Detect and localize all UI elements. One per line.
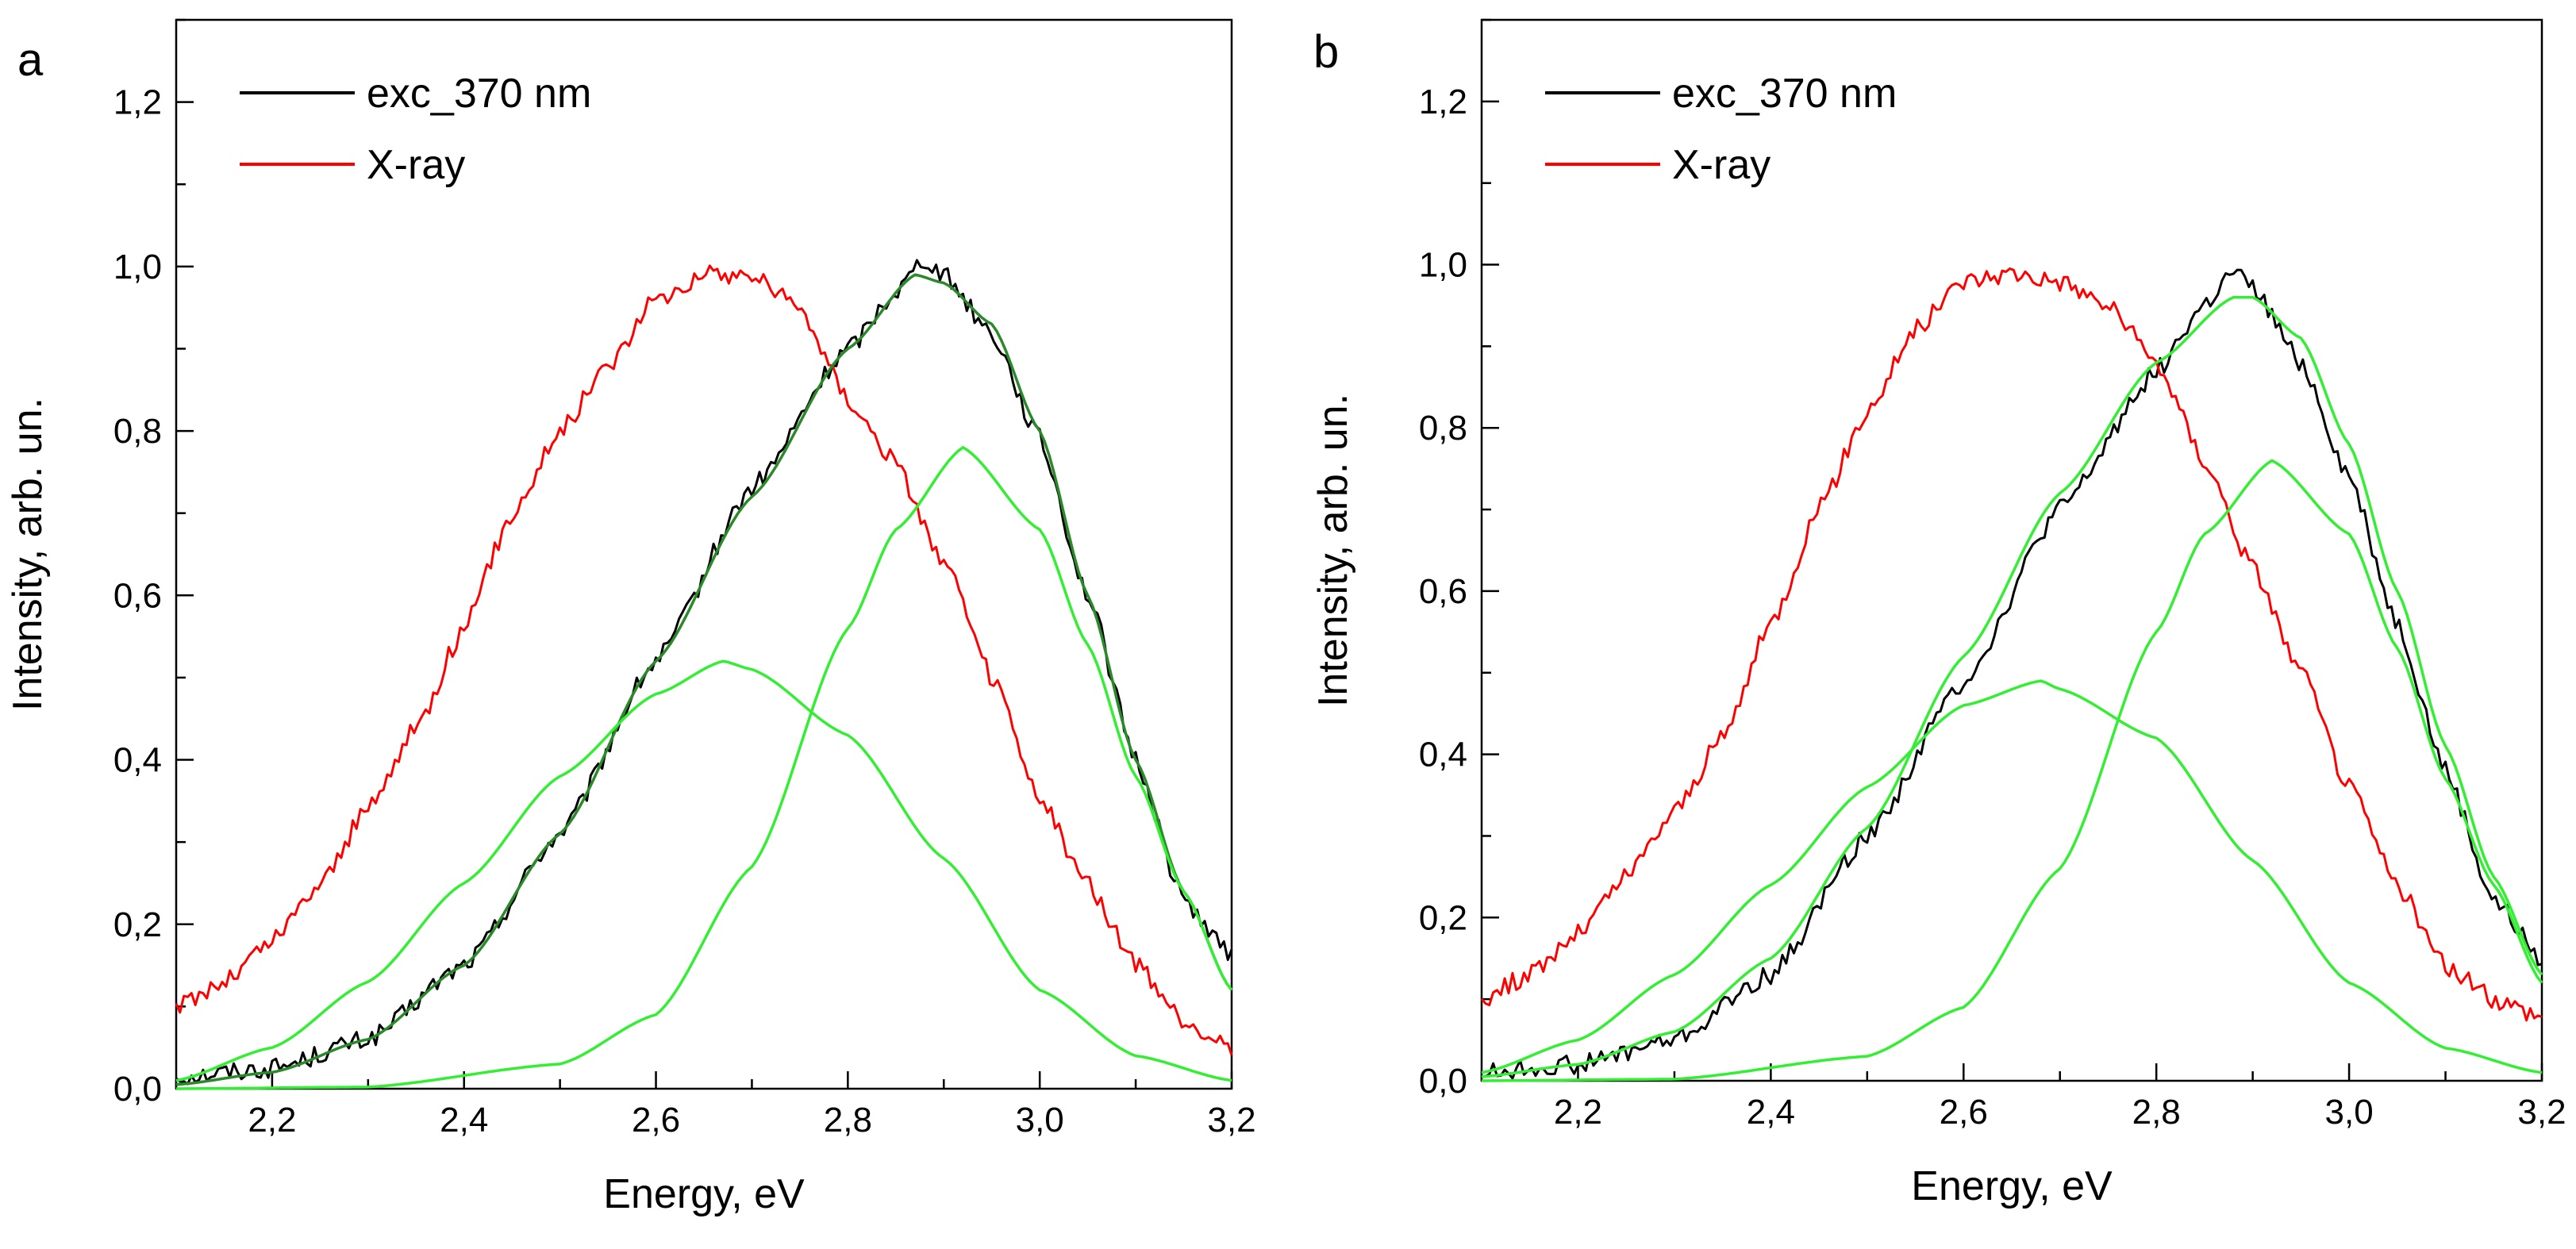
y-tick-label: 0,8 <box>113 412 162 451</box>
x-axis-title: Energy, eV <box>1911 1163 2113 1209</box>
legend-label: exc_370 nm <box>1672 71 1897 117</box>
y-tick-label: 0,8 <box>1419 409 1467 448</box>
x-tick-label: 2,4 <box>1747 1093 1795 1132</box>
series-line-gauss-2 <box>176 446 1233 1090</box>
y-tick-label: 0,6 <box>113 576 162 615</box>
x-tick-label: 2,6 <box>1940 1093 1988 1132</box>
y-axis-title: Intensity, arb. un. <box>5 398 51 711</box>
panel-letter: b <box>1313 26 1339 78</box>
y-tick-label: 1,2 <box>113 83 162 122</box>
series-line-x-ray <box>1480 267 2543 1022</box>
x-tick-label: 2,2 <box>248 1101 296 1139</box>
legend-label: X-ray <box>1672 142 1771 188</box>
x-tick-label: 2,4 <box>440 1101 488 1139</box>
x-tick-label: 3,2 <box>2517 1093 2566 1132</box>
x-tick-label: 2,8 <box>2132 1093 2181 1132</box>
series-line-exc-370-nm <box>1481 268 2543 1080</box>
y-tick-label: 0,0 <box>113 1070 162 1109</box>
y-tick-label: 0,2 <box>113 905 162 944</box>
x-axis-title: Energy, eV <box>603 1171 805 1217</box>
y-tick-label: 0,2 <box>1419 898 1467 937</box>
y-tick-label: 0,0 <box>1419 1062 1467 1101</box>
series-line-x-ray <box>175 264 1233 1056</box>
x-tick-label: 2,8 <box>824 1101 872 1139</box>
y-tick-label: 0,4 <box>113 741 162 780</box>
series-line-gauss-1 <box>1481 679 2543 1074</box>
plot-frame <box>1480 18 2543 1082</box>
y-axis-title: Intensity, arb. un. <box>1310 394 1356 707</box>
x-tick-label: 3,0 <box>1016 1101 1064 1139</box>
legend-label: exc_370 nm <box>367 71 591 117</box>
x-tick-label: 2,2 <box>1554 1093 1602 1132</box>
y-tick-label: 1,0 <box>113 248 162 286</box>
series-line-fit-sum <box>1481 295 2543 1078</box>
panel-letter: a <box>17 34 44 86</box>
legend-label: X-ray <box>367 142 465 188</box>
x-tick-label: 3,0 <box>2325 1093 2374 1132</box>
y-tick-label: 1,0 <box>1419 246 1467 285</box>
x-tick-label: 2,6 <box>632 1101 680 1139</box>
x-tick-label: 3,2 <box>1207 1101 1255 1139</box>
series-line-fit-sum <box>175 273 1233 1086</box>
plot-frame <box>175 18 1233 1090</box>
y-tick-label: 0,6 <box>1419 572 1467 611</box>
y-tick-label: 1,2 <box>1419 83 1467 121</box>
y-tick-label: 0,4 <box>1419 736 1467 774</box>
series-line-gauss-1 <box>175 659 1232 1082</box>
chart-panel-b: b 2,2 2,4 2,6 2,8 3,0 3,2 0,0 0,2 0,4 0,6 0,8 1,0 1,2… <box>1310 18 2566 1209</box>
chart-panel-a: a 2,2 2,4 2,6 2,8 3,0 3,2 0,0 0,2 0,4 0,6 0,8 1,0 1,2… <box>5 18 1256 1217</box>
series-line-gauss-2 <box>1482 459 2543 1082</box>
series-line-exc-370-nm <box>175 259 1233 1086</box>
